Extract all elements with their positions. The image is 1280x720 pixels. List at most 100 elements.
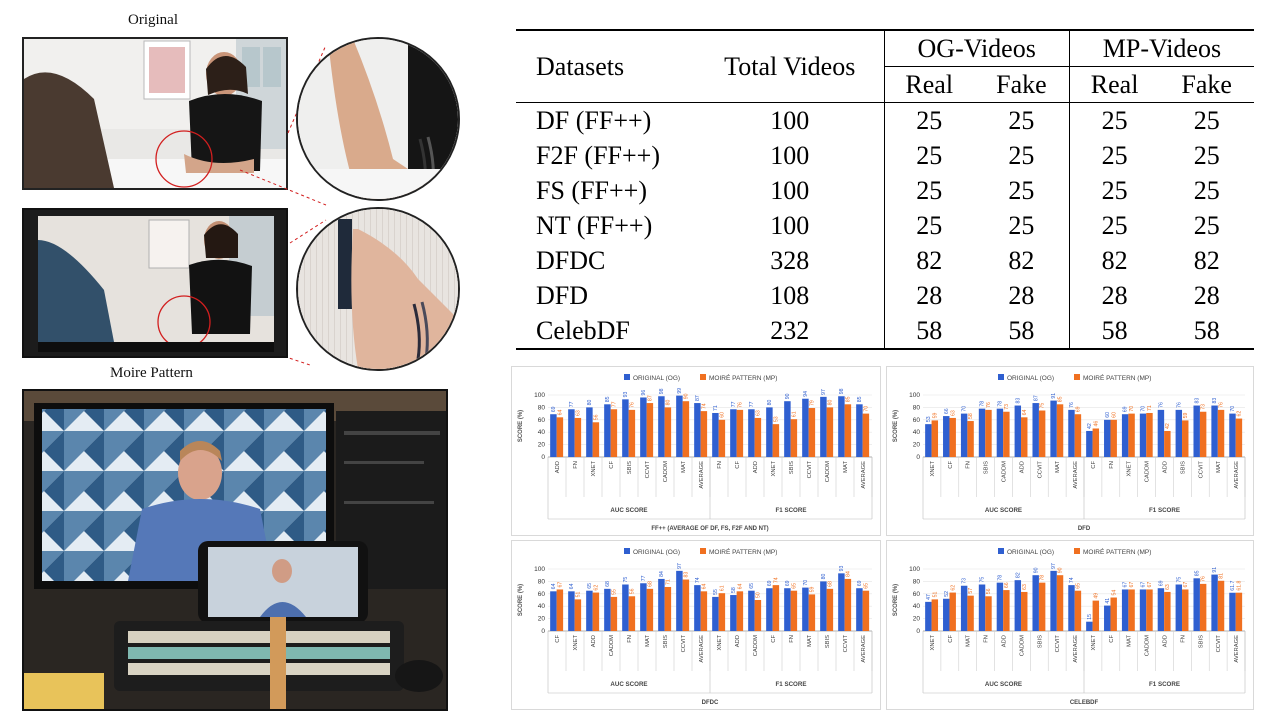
- x-tick-label: CADDM: [1145, 635, 1151, 656]
- data-label-og: 65: [749, 583, 755, 589]
- data-label-og: 83: [1194, 398, 1200, 404]
- data-label-og: 47: [926, 594, 932, 600]
- header-mp-fake: Fake: [1181, 70, 1232, 99]
- bar-og: [996, 582, 1004, 631]
- x-tick-label: ADD: [1002, 635, 1008, 647]
- bar-og: [766, 407, 773, 457]
- y-tick-label: 0: [916, 628, 920, 635]
- bar-og: [586, 407, 593, 457]
- bar-mp: [967, 595, 974, 631]
- x-tick-label: ADD: [735, 635, 741, 647]
- bar-mp: [736, 591, 744, 631]
- bar-mp: [664, 407, 672, 457]
- bar-mp: [1182, 589, 1189, 631]
- chart-panel-dfd: ORIGINAL (OG) MOIRÉ PATTERN (MP) SCORE (%)…: [886, 366, 1254, 536]
- data-label-mp: 65: [791, 583, 797, 589]
- bar-og: [978, 584, 986, 631]
- chart-ffpp: ORIGINAL (OG) MOIRÉ PATTERN (MP) SCORE (%)…: [518, 373, 873, 532]
- bar-mp: [1092, 600, 1100, 631]
- bar-mp: [826, 407, 834, 457]
- data-label-mp: 59: [1183, 413, 1189, 419]
- x-tick-label: SBIS: [663, 635, 669, 648]
- y-tick-label: 20: [538, 442, 546, 449]
- data-label-mp: 67: [1183, 582, 1189, 588]
- y-axis-label: SCORE (%): [518, 410, 524, 442]
- bar-og: [943, 416, 950, 457]
- legend-label-mp: MOIRÉ PATTERN (MP): [1083, 373, 1151, 382]
- data-label-mp: 80: [665, 400, 671, 406]
- x-tick-label: FN: [1180, 635, 1186, 643]
- bar-og: [1068, 409, 1075, 457]
- data-label-mp: 68: [647, 581, 653, 587]
- mp-fake-cell: 25: [1193, 141, 1220, 170]
- bar-mp: [1003, 411, 1010, 457]
- data-label-mp: 70: [1129, 406, 1135, 412]
- data-label-mp: 64: [701, 583, 707, 589]
- bar-mp: [610, 409, 618, 457]
- bar-og: [820, 581, 827, 631]
- x-tick-label: CCVIT: [843, 635, 849, 653]
- data-label-og: 74: [1069, 577, 1075, 583]
- header-og-videos: OG-Videos: [883, 29, 1070, 67]
- y-tick-label: 60: [538, 417, 546, 424]
- bar-og: [1032, 403, 1039, 457]
- group-label: F1 SCORE: [1149, 507, 1180, 514]
- x-tick-label: CCVIT: [1055, 635, 1061, 653]
- chart-panel-ffpp: ORIGINAL (OG) MOIRÉ PATTERN (MP) SCORE (%)…: [511, 366, 881, 536]
- header-datasets: Datasets: [516, 29, 696, 103]
- data-label-og: 61.7: [1230, 581, 1236, 591]
- table-row: NT (FF++) 100 25 25 25 25: [516, 208, 1254, 243]
- bar-og: [748, 409, 755, 457]
- data-label-og: 80: [587, 400, 593, 406]
- bar-og: [1014, 580, 1022, 631]
- bar-mp: [718, 419, 726, 457]
- x-tick-label: FN: [1109, 461, 1115, 469]
- bar-mp: [1110, 419, 1117, 457]
- mp-real-cell: 58: [1068, 313, 1160, 350]
- og-fake-cell: 58: [973, 313, 1070, 350]
- x-tick-label: AVERAGE: [861, 635, 867, 663]
- x-tick-label: CADDM: [1019, 635, 1025, 656]
- table-row: F2F (FF++) 100 25 25 25 25: [516, 138, 1254, 173]
- group-label: AUC SCORE: [985, 681, 1022, 688]
- total-videos-cell: 232: [696, 313, 884, 350]
- data-label-mp: 74: [773, 577, 779, 583]
- data-label-og: 98: [659, 388, 665, 394]
- data-label-og: 67: [1123, 582, 1129, 588]
- x-tick-label: XNET: [771, 461, 777, 477]
- bar-mp: [1110, 597, 1117, 631]
- data-label-mp: 75: [1040, 403, 1046, 409]
- legend-swatch-mp: [700, 374, 706, 380]
- data-label-mp: 50: [755, 592, 761, 598]
- og-fake-cell: 82: [1008, 246, 1035, 275]
- bar-og: [1104, 605, 1111, 631]
- bar-mp: [931, 420, 939, 457]
- bar-og: [730, 595, 737, 631]
- bar-og: [1211, 405, 1218, 457]
- x-tick-label: FN: [966, 461, 972, 469]
- y-tick-label: 20: [538, 616, 546, 623]
- bar-mp: [700, 411, 708, 457]
- x-tick-label: FN: [627, 635, 633, 643]
- bar-mp: [772, 424, 780, 457]
- data-label-mp: 51: [932, 591, 938, 597]
- group-label: F1 SCORE: [776, 681, 807, 688]
- bar-og: [960, 585, 968, 631]
- x-tick-label: CF: [555, 635, 561, 643]
- x-tick-label: XNET: [717, 635, 723, 651]
- data-label-og: 83: [1212, 398, 1218, 404]
- data-label-mp: 59: [809, 587, 815, 593]
- bar-og: [658, 396, 665, 457]
- data-label-og: 74: [695, 577, 701, 583]
- data-label-og: 65: [587, 583, 593, 589]
- data-label-mp: 84: [845, 571, 851, 577]
- data-label-mp: 60: [719, 412, 725, 418]
- mp-real-cell: 25: [1068, 208, 1160, 243]
- bar-mp: [1146, 412, 1153, 457]
- bar-og: [996, 408, 1004, 457]
- bar-og: [1175, 584, 1183, 631]
- mp-fake-cell: 25: [1159, 102, 1254, 138]
- bar-mp: [754, 600, 762, 631]
- header-mp-real: Real: [1068, 66, 1160, 103]
- total-videos-cell: 328: [770, 246, 810, 275]
